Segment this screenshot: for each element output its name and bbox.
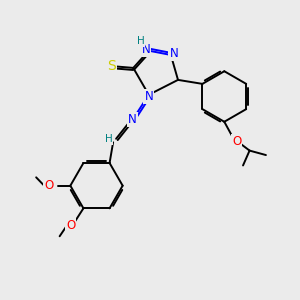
Text: H: H	[136, 36, 144, 46]
Text: N: N	[141, 43, 150, 56]
Text: H: H	[105, 134, 112, 144]
Text: O: O	[232, 135, 242, 148]
Text: S: S	[107, 59, 116, 74]
Text: N: N	[144, 90, 153, 103]
Text: N: N	[169, 47, 178, 60]
Text: N: N	[128, 112, 137, 126]
Text: O: O	[44, 179, 53, 192]
Text: O: O	[66, 219, 75, 232]
